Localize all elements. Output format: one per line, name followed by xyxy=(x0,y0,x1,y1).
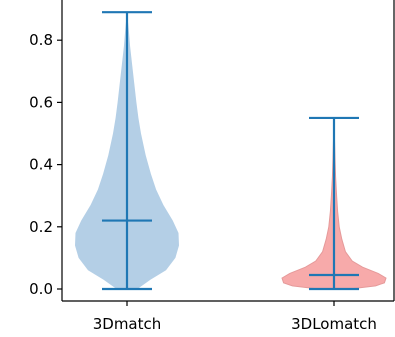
axes-group: 0.0 0.2 0.4 0.6 0.8 3Dmatch 3DLomatch xyxy=(29,0,395,333)
x-tick-label: 3DLomatch xyxy=(291,315,377,333)
y-tick-label: 0.0 xyxy=(29,280,53,298)
y-tick-label: 0.8 xyxy=(29,31,53,49)
y-tick-label: 0.4 xyxy=(29,156,53,174)
x-tick-label: 3Dmatch xyxy=(93,315,162,333)
whiskers-group xyxy=(102,11,359,291)
violins-group xyxy=(75,12,387,290)
y-tick-label: 0.6 xyxy=(29,93,53,111)
y-tick-label: 0.2 xyxy=(29,218,53,236)
